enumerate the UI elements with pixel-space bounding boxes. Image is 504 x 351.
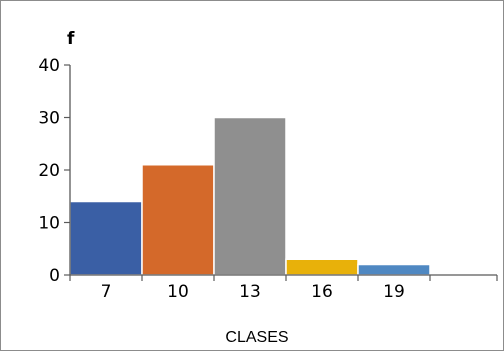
bar-13 (213, 116, 287, 276)
y-tick-label: 40 (38, 56, 60, 76)
bar-7 (69, 200, 143, 276)
x-tick-label-16: 16 (311, 282, 333, 302)
y-tick-marks (64, 64, 70, 276)
bar-16 (285, 258, 359, 276)
bar-10 (141, 164, 215, 276)
x-axis-title: CLASES (225, 329, 288, 346)
x-tick-label-13: 13 (239, 282, 261, 302)
x-tick-label-7: 7 (101, 282, 112, 302)
x-tick-label-10: 10 (167, 282, 189, 302)
y-axis-title: f (67, 29, 75, 49)
bar-19 (357, 263, 431, 276)
y-tick-label: 0 (49, 266, 60, 286)
x-tick-marks (69, 275, 498, 281)
x-tick-labels: 7 10 13 16 19 (101, 282, 405, 302)
y-tick-label: 10 (38, 214, 60, 234)
y-tick-labels: 0 10 20 30 40 (38, 56, 60, 286)
y-tick-label: 20 (38, 161, 60, 181)
bars-group (69, 116, 431, 276)
x-tick-label-19: 19 (383, 282, 405, 302)
y-tick-label: 30 (38, 109, 60, 129)
